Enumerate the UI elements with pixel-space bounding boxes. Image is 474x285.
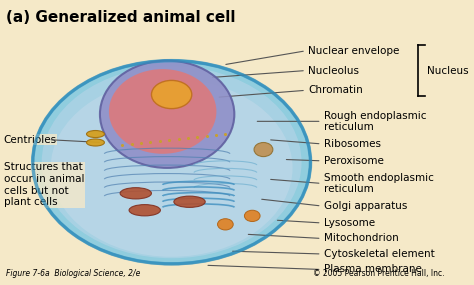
Text: Smooth endoplasmic
reticulum: Smooth endoplasmic reticulum	[324, 173, 434, 194]
Text: Lysosome: Lysosome	[324, 218, 375, 228]
Ellipse shape	[86, 131, 104, 138]
Ellipse shape	[33, 61, 310, 264]
Text: Chromatin: Chromatin	[308, 85, 363, 95]
Ellipse shape	[42, 66, 301, 258]
Text: Figure 7-6a  Biological Science, 2/e: Figure 7-6a Biological Science, 2/e	[6, 269, 140, 278]
Text: Mitochondrion: Mitochondrion	[324, 233, 399, 243]
Ellipse shape	[120, 188, 152, 199]
Ellipse shape	[245, 210, 260, 221]
Text: Rough endoplasmic
reticulum: Rough endoplasmic reticulum	[324, 111, 427, 132]
Text: Peroxisome: Peroxisome	[324, 156, 384, 166]
Ellipse shape	[51, 79, 292, 257]
Text: Nuclear envelope: Nuclear envelope	[308, 46, 400, 56]
Ellipse shape	[100, 61, 234, 168]
Ellipse shape	[129, 205, 160, 216]
Text: Structures that
occur in animal
cells but not
plant cells: Structures that occur in animal cells bu…	[4, 162, 84, 207]
Text: Golgi apparatus: Golgi apparatus	[324, 201, 407, 211]
Text: (a) Generalized animal cell: (a) Generalized animal cell	[6, 10, 236, 25]
Ellipse shape	[174, 196, 205, 207]
Text: Plasma membrane: Plasma membrane	[324, 264, 422, 274]
Ellipse shape	[109, 69, 217, 154]
Text: Nucleus: Nucleus	[427, 66, 469, 76]
Ellipse shape	[152, 80, 192, 109]
Ellipse shape	[86, 139, 104, 146]
Text: Ribosomes: Ribosomes	[324, 139, 381, 149]
Text: Cytoskeletal element: Cytoskeletal element	[324, 249, 435, 259]
Text: Nucleolus: Nucleolus	[308, 66, 359, 76]
Text: © 2005 Pearson Prentice Hall, Inc.: © 2005 Pearson Prentice Hall, Inc.	[313, 269, 445, 278]
Ellipse shape	[218, 219, 233, 230]
Ellipse shape	[254, 142, 273, 157]
Text: Centrioles: Centrioles	[4, 135, 57, 145]
